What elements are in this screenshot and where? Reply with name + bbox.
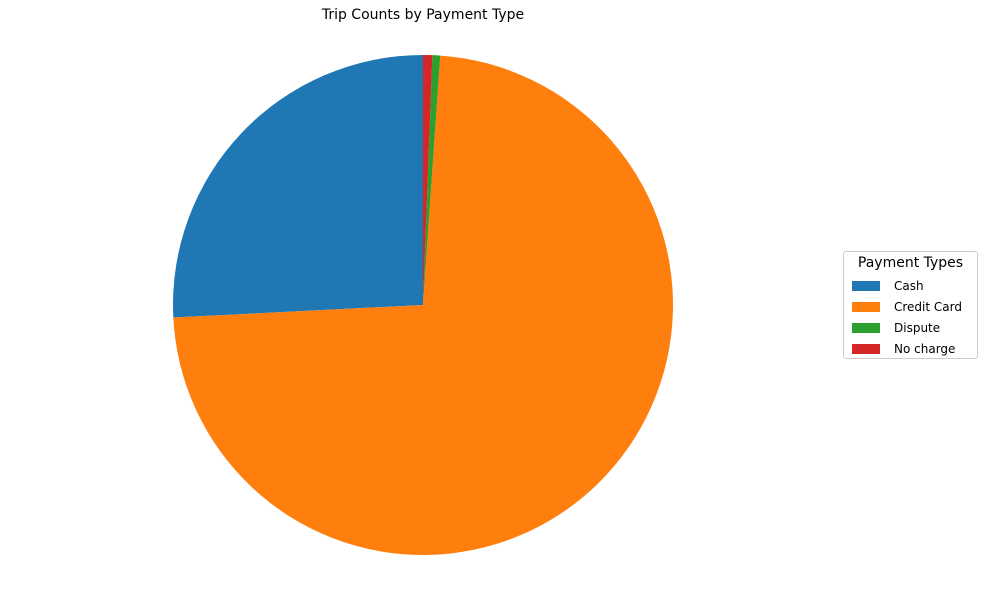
legend-swatch <box>852 280 880 291</box>
pie-slice-cash <box>173 55 423 318</box>
legend-title: Payment Types <box>857 255 964 271</box>
chart-title: Trip Counts by Payment Type <box>321 7 525 23</box>
legend-swatch <box>852 301 880 312</box>
legend-label: Credit Card <box>894 299 962 314</box>
legend-swatch <box>852 322 880 333</box>
legend-swatch <box>852 343 880 354</box>
legend-entry-no-charge: No charge <box>852 338 969 359</box>
legend: Payment Types Cash Credit Card Dispute No c… <box>843 251 978 359</box>
legend-entry-credit-card: Credit Card <box>852 296 969 317</box>
legend-entry-cash: Cash <box>852 275 969 296</box>
pie-slice-no-charge <box>423 55 433 305</box>
pie-slice-dispute <box>423 55 441 306</box>
legend-label: Dispute <box>894 320 941 335</box>
legend-label: No charge <box>894 341 956 356</box>
legend-label: Cash <box>894 278 924 293</box>
pie-slice-credit-card <box>173 55 674 556</box>
legend-entry-dispute: Dispute <box>852 317 969 338</box>
